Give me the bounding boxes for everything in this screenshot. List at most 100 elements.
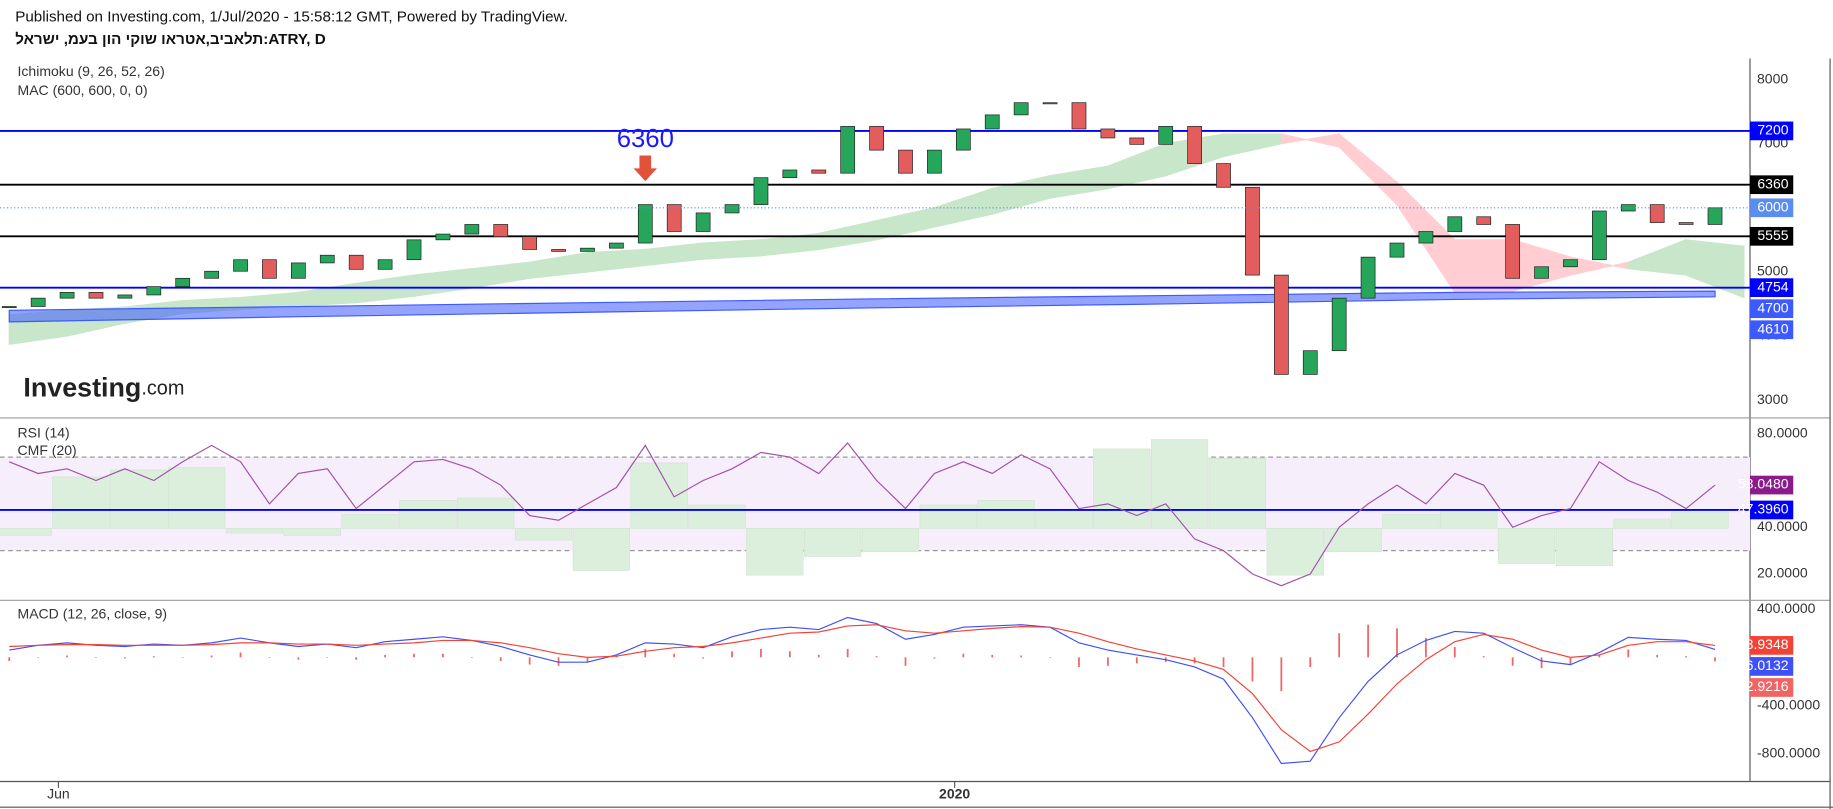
macd-line xyxy=(9,616,1716,765)
candle xyxy=(1476,216,1492,225)
cmf-bar xyxy=(283,528,341,536)
price-badge-label: 66.0132 xyxy=(1738,657,1789,673)
candle xyxy=(1707,207,1723,225)
price-badge xyxy=(1750,299,1794,319)
macd-histogram-bar xyxy=(268,657,271,658)
macd-histogram-bar xyxy=(1714,657,1716,662)
price-badge xyxy=(1750,636,1794,655)
cmf-bar xyxy=(1208,457,1267,529)
candle xyxy=(811,169,827,174)
candle xyxy=(1302,350,1318,375)
legend-entry: Ichimoku (9, 26, 52, 26) xyxy=(18,63,165,79)
macd-histogram-bar xyxy=(239,652,242,658)
macd-histogram-bar xyxy=(1280,657,1283,692)
y-tick-label: 40.0000 xyxy=(1757,518,1808,534)
price-badge-label: -32.9216 xyxy=(1733,678,1789,694)
candle xyxy=(984,114,1000,130)
price-badge xyxy=(1750,475,1794,495)
macd-histogram-bar xyxy=(1049,657,1051,658)
candle xyxy=(493,224,509,237)
legend-entry: RSI (14) xyxy=(18,424,70,440)
candle xyxy=(1331,297,1347,352)
price-badge-label: 6360 xyxy=(1757,175,1788,191)
macd-histogram-bar xyxy=(1396,628,1398,658)
price-badge xyxy=(1750,500,1794,520)
price-badge-label: 6000 xyxy=(1757,198,1788,214)
candle xyxy=(1360,256,1376,299)
cmf-bar xyxy=(1324,528,1382,553)
ichimoku-cloud xyxy=(1454,239,1514,293)
candle xyxy=(695,212,711,232)
candle xyxy=(464,224,480,235)
cmf-bar xyxy=(341,514,399,529)
macd-histogram-bar xyxy=(760,648,762,658)
macd-histogram-bar xyxy=(326,657,329,658)
candle xyxy=(290,262,306,279)
macd-histogram-bar xyxy=(1135,657,1138,664)
candle xyxy=(1649,204,1665,223)
price-badge-label: 4610 xyxy=(1757,320,1788,336)
published-note: Published on Investing.com, 1/Jul/2020 -… xyxy=(15,9,568,26)
candle xyxy=(1273,274,1289,375)
macd-histogram-bar xyxy=(210,655,213,658)
candle xyxy=(435,233,451,241)
cmf-bar xyxy=(225,528,284,534)
macd-histogram-bar xyxy=(1685,656,1687,658)
logo-suffix: .com xyxy=(141,378,184,400)
cmf-bar xyxy=(919,504,977,529)
y-tick-label: 5000 xyxy=(1757,263,1788,279)
cmf-bar xyxy=(746,528,804,576)
macd-histogram-bar xyxy=(1482,656,1485,658)
candle xyxy=(204,270,219,279)
logo-name: Investing xyxy=(23,372,141,402)
cmf-bar xyxy=(1035,509,1093,529)
macd-histogram-bar xyxy=(499,657,502,661)
price-badge-label: 58.0480 xyxy=(1738,476,1789,492)
candle xyxy=(1534,266,1549,279)
candle xyxy=(348,254,364,270)
macd-histogram-bar xyxy=(673,653,676,658)
candle xyxy=(1158,126,1174,145)
price-badge xyxy=(1750,657,1794,676)
macd-histogram-bar xyxy=(731,651,733,658)
legend-entry: MAC (600, 600, 0, 0) xyxy=(18,82,148,98)
macd-histogram-bar xyxy=(788,651,791,658)
candle xyxy=(117,294,133,299)
cmf-bar xyxy=(457,497,515,529)
price-badge xyxy=(1750,198,1794,218)
legend-entry: CMF (20) xyxy=(18,442,77,458)
macd-histogram-bar xyxy=(846,648,849,658)
candle xyxy=(1071,102,1087,130)
price-badge-label: 5555 xyxy=(1757,227,1788,243)
macd-histogram-bar xyxy=(1020,655,1023,658)
macd-histogram-bar xyxy=(8,657,11,661)
candle xyxy=(1,306,17,309)
price-badge xyxy=(1750,678,1794,697)
macd-histogram-bar xyxy=(1309,657,1312,667)
macd-histogram-bar xyxy=(152,656,155,658)
macd-histogram-bar xyxy=(644,648,647,658)
macd-histogram-bar xyxy=(904,657,907,666)
y-tick-label: 400.0000 xyxy=(1757,600,1816,616)
y-tick-label: -800.0000 xyxy=(1757,745,1820,761)
symbol-title: תלאביב,אטראו שוקי הון בעמ, ישראל:ATRY, D xyxy=(15,31,326,48)
macd-histogram-bar xyxy=(442,653,444,658)
cmf-bar xyxy=(1497,528,1556,564)
candle xyxy=(580,247,595,252)
candle xyxy=(233,259,248,272)
y-tick-label: 20.0000 xyxy=(1757,565,1808,581)
y-tick-label: 8000 xyxy=(1757,70,1788,86)
candle xyxy=(955,128,971,151)
candle xyxy=(1129,137,1145,145)
ichimoku-cloud xyxy=(702,239,762,260)
candle xyxy=(1592,210,1607,261)
y-tick-label: -400.0000 xyxy=(1757,696,1820,712)
macd-histogram-bar xyxy=(1656,654,1659,658)
macd-histogram-bar xyxy=(1193,657,1196,664)
candle xyxy=(927,149,942,174)
macd-histogram-bar xyxy=(1338,633,1341,658)
macd-histogram-bar xyxy=(1367,624,1369,658)
candle xyxy=(1245,186,1260,276)
